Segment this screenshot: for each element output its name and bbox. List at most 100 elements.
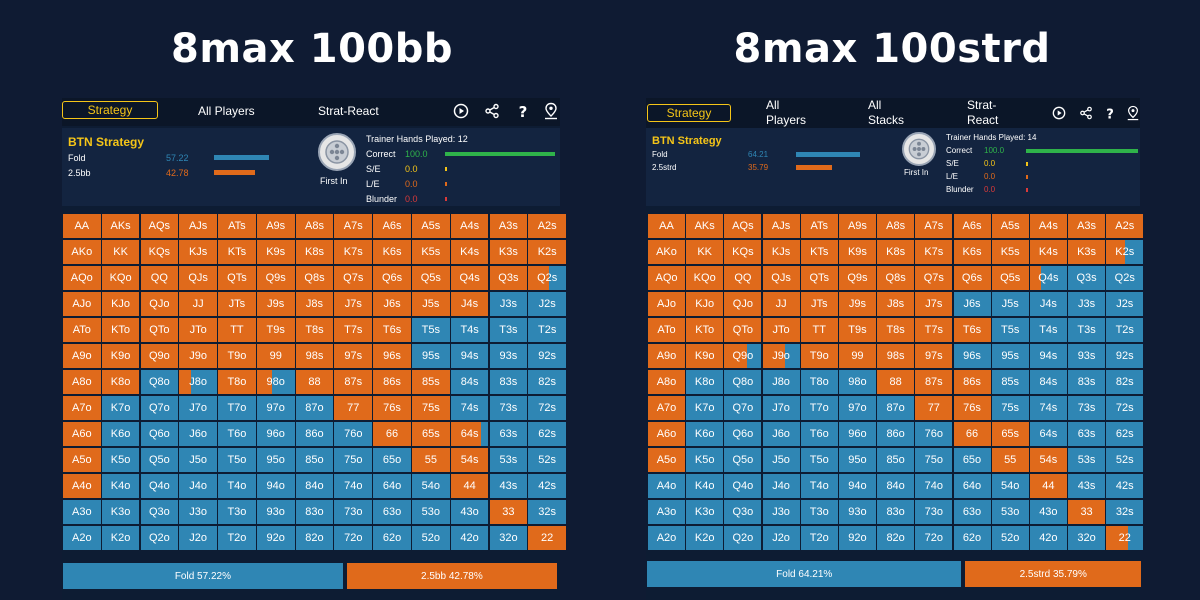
hand-cell[interactable]: K8o [101, 370, 140, 394]
hand-cell[interactable]: 76s [373, 396, 411, 420]
help-icon[interactable]: ? [1101, 104, 1119, 122]
location-pin-icon[interactable] [1124, 104, 1142, 122]
hand-cell[interactable]: T8o [800, 370, 838, 394]
hand-cell[interactable]: A4o [63, 474, 101, 498]
hand-cell[interactable]: J3o [179, 500, 217, 524]
hand-cell[interactable]: J8s [877, 292, 915, 316]
hand-cell[interactable]: 94o [838, 474, 876, 498]
hand-cell[interactable]: K5s [991, 240, 1029, 264]
hand-cell[interactable]: A6s [953, 214, 991, 238]
hand-cell[interactable]: 76s [953, 396, 991, 420]
hand-cell[interactable]: 83o [295, 500, 334, 524]
hand-cell[interactable]: T4o [800, 474, 838, 498]
hand-cell[interactable]: 73s [489, 396, 528, 420]
hand-cell[interactable]: 22 [528, 526, 566, 550]
hand-cell[interactable]: J6s [953, 292, 991, 316]
hand-cell[interactable]: 87o [295, 396, 334, 420]
hand-cell[interactable]: 84o [877, 474, 915, 498]
hand-cell[interactable]: 33 [1068, 500, 1106, 524]
hand-cell[interactable]: J4s [1029, 292, 1067, 316]
hand-cell[interactable]: KQs [724, 240, 762, 264]
hand-cell[interactable]: 63s [1068, 422, 1106, 446]
hand-cell[interactable]: 86o [877, 422, 915, 446]
hand-cell[interactable]: J5s [412, 292, 450, 316]
hand-cell[interactable]: T3s [1068, 318, 1106, 342]
hand-cell[interactable]: Q9s [838, 266, 876, 290]
hand-cell[interactable]: A9o [63, 344, 101, 368]
hand-cell[interactable]: 77 [334, 396, 373, 420]
hand-cell[interactable]: A6s [373, 214, 411, 238]
hand-cell[interactable]: KTo [686, 318, 724, 342]
hand-cell[interactable]: AQs [140, 214, 179, 238]
hand-cell[interactable]: A2s [1106, 214, 1144, 238]
hand-cell[interactable]: AJs [179, 214, 217, 238]
hand-cell[interactable]: K2s [1106, 240, 1144, 264]
hand-cell[interactable]: 66 [373, 422, 411, 446]
hand-cell[interactable]: 42s [528, 474, 566, 498]
hand-cell[interactable]: JTo [762, 318, 800, 342]
hand-cell[interactable]: 65s [412, 422, 450, 446]
hand-cell[interactable]: 73o [915, 500, 953, 524]
hand-cell[interactable]: AKo [63, 240, 101, 264]
hand-cell[interactable]: 93s [1068, 344, 1106, 368]
hand-cell[interactable]: KJs [179, 240, 217, 264]
hand-cell[interactable]: 62o [953, 526, 991, 550]
hand-cell[interactable]: 63o [953, 500, 991, 524]
hand-cell[interactable]: K7o [686, 396, 724, 420]
share-icon[interactable] [483, 102, 501, 120]
hand-cell[interactable]: 74o [915, 474, 953, 498]
hand-cell[interactable]: 94s [1029, 344, 1067, 368]
hand-cell[interactable]: 95s [991, 344, 1029, 368]
hand-cell[interactable]: J9s [838, 292, 876, 316]
hand-cell[interactable]: 85o [295, 448, 334, 472]
hand-cell[interactable]: T7s [334, 318, 373, 342]
hand-cell[interactable]: T6s [373, 318, 411, 342]
hand-cell[interactable]: A9s [256, 214, 295, 238]
hand-cell[interactable]: A9s [838, 214, 876, 238]
hand-cell[interactable]: J6o [179, 422, 217, 446]
play-icon[interactable] [1050, 104, 1068, 122]
hand-cell[interactable]: 55 [991, 448, 1029, 472]
hand-cell[interactable]: Q8s [295, 266, 334, 290]
hand-cell[interactable]: A5o [648, 448, 685, 472]
location-pin-icon[interactable] [542, 102, 560, 120]
hand-cell[interactable]: ATo [648, 318, 685, 342]
hand-cell[interactable]: A3s [489, 214, 528, 238]
hand-cell[interactable]: 72o [915, 526, 953, 550]
hand-cell[interactable]: 99 [256, 344, 295, 368]
hand-cell[interactable]: 86s [373, 370, 411, 394]
hand-cell[interactable]: KTo [101, 318, 140, 342]
hand-cell[interactable]: T3s [489, 318, 528, 342]
hand-cell[interactable]: J3s [1068, 292, 1106, 316]
hand-cell[interactable]: JTo [179, 318, 217, 342]
hand-cell[interactable]: 86o [295, 422, 334, 446]
hand-cell[interactable]: 53o [991, 500, 1029, 524]
hand-cell[interactable]: A4s [1029, 214, 1067, 238]
hand-cell[interactable]: 43s [489, 474, 528, 498]
hand-cell[interactable]: AA [648, 214, 685, 238]
hand-cell[interactable]: 74s [1029, 396, 1067, 420]
hand-cell[interactable]: AQo [648, 266, 685, 290]
hand-cell[interactable]: 97s [334, 344, 373, 368]
hand-cell[interactable]: AA [63, 214, 101, 238]
hand-cell[interactable]: A2s [528, 214, 566, 238]
hand-cell[interactable]: 82s [1106, 370, 1144, 394]
hand-cell[interactable]: 83s [489, 370, 528, 394]
hand-cell[interactable]: 92s [1106, 344, 1144, 368]
hand-cell[interactable]: Q8o [724, 370, 762, 394]
hand-cell[interactable]: 88 [877, 370, 915, 394]
hand-cell[interactable]: 33 [489, 500, 528, 524]
hand-cell[interactable]: K6s [373, 240, 411, 264]
hand-cell[interactable]: Q3s [1068, 266, 1106, 290]
hand-cell[interactable]: 99 [838, 344, 876, 368]
hand-cell[interactable]: 87o [877, 396, 915, 420]
help-icon[interactable]: ? [514, 102, 532, 120]
hand-cell[interactable]: 64o [373, 474, 411, 498]
hand-cell[interactable]: 52o [991, 526, 1029, 550]
hand-cell[interactable]: K6o [101, 422, 140, 446]
hand-cell[interactable]: 52s [528, 448, 566, 472]
hand-cell[interactable]: A4o [648, 474, 685, 498]
hand-cell[interactable]: T8o [218, 370, 256, 394]
hand-cell[interactable]: K6s [953, 240, 991, 264]
hand-cell[interactable]: 84s [450, 370, 489, 394]
